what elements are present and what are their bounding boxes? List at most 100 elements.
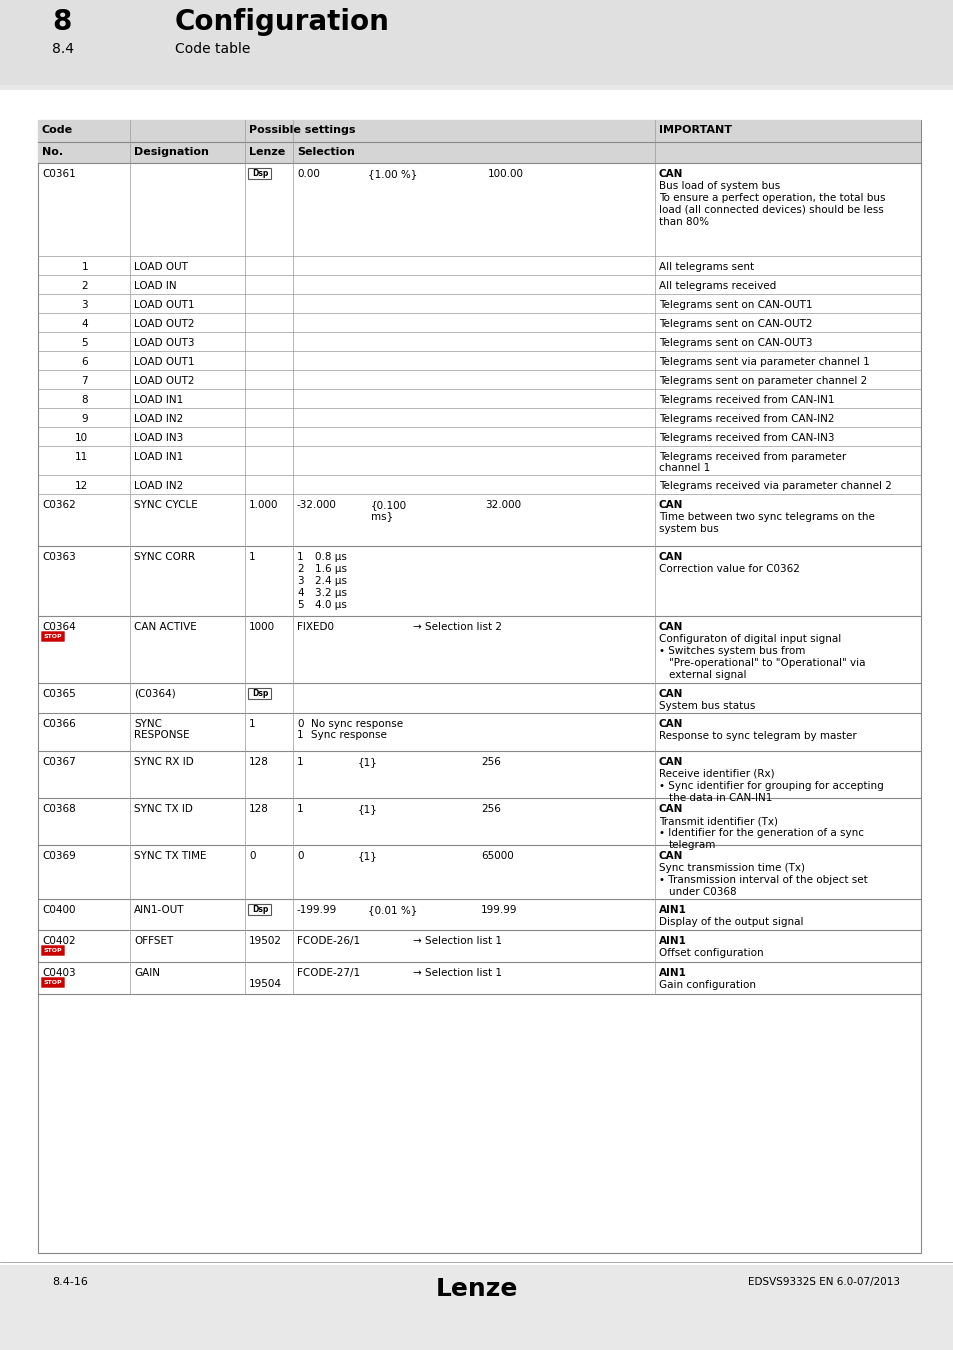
- Text: -199.99: -199.99: [296, 904, 337, 915]
- Text: {1.00 %}: {1.00 %}: [368, 169, 416, 180]
- Text: CAN: CAN: [659, 850, 682, 861]
- Text: Telegrams sent on parameter channel 2: Telegrams sent on parameter channel 2: [659, 377, 866, 386]
- Text: Telegrams sent via parameter channel 1: Telegrams sent via parameter channel 1: [659, 356, 869, 367]
- Text: 4.0 μs: 4.0 μs: [314, 599, 347, 610]
- Text: 3.2 μs: 3.2 μs: [314, 589, 347, 598]
- Text: C0366: C0366: [42, 720, 75, 729]
- Text: CAN: CAN: [659, 552, 682, 562]
- Text: 65000: 65000: [480, 850, 514, 861]
- Text: LOAD OUT2: LOAD OUT2: [133, 319, 194, 329]
- Text: STOP: STOP: [44, 634, 62, 639]
- Text: 4: 4: [81, 319, 88, 329]
- Text: Telegrams received via parameter channel 2: Telegrams received via parameter channel…: [659, 481, 891, 491]
- Text: Transmit identifier (Tx): Transmit identifier (Tx): [659, 815, 778, 826]
- Text: CAN: CAN: [659, 688, 682, 699]
- Text: FCODE-27/1: FCODE-27/1: [296, 968, 359, 977]
- Text: the data in CAN-IN1: the data in CAN-IN1: [668, 792, 772, 803]
- Text: Correction value for C0362: Correction value for C0362: [659, 564, 799, 574]
- FancyBboxPatch shape: [42, 977, 65, 987]
- Text: load (all connected devices) should be less: load (all connected devices) should be l…: [659, 205, 882, 215]
- Text: {1}: {1}: [357, 757, 377, 767]
- Text: FCODE-26/1: FCODE-26/1: [296, 936, 359, 946]
- Text: 5: 5: [81, 338, 88, 348]
- Text: 128: 128: [249, 805, 269, 814]
- Text: 11: 11: [74, 452, 88, 462]
- Text: 100.00: 100.00: [488, 169, 523, 180]
- Text: Lenze: Lenze: [436, 1277, 517, 1301]
- Text: Dsp: Dsp: [252, 906, 268, 914]
- Text: C0403: C0403: [42, 968, 75, 977]
- Text: AIN1: AIN1: [659, 936, 686, 946]
- Text: 4: 4: [296, 589, 303, 598]
- Text: CAN: CAN: [659, 757, 682, 767]
- Text: LOAD IN1: LOAD IN1: [133, 452, 183, 462]
- Text: Code table: Code table: [174, 42, 250, 55]
- Text: CAN: CAN: [659, 169, 682, 180]
- Text: • Identifier for the generation of a sync: • Identifier for the generation of a syn…: [659, 828, 863, 838]
- Text: GAIN: GAIN: [133, 968, 160, 977]
- Text: 1000: 1000: [249, 622, 274, 632]
- Text: No.: No.: [42, 147, 63, 157]
- Text: STOP: STOP: [44, 948, 62, 953]
- Text: → Selection list 1: → Selection list 1: [413, 968, 501, 977]
- Bar: [0, 0, 953, 85]
- Text: -32.000: -32.000: [296, 500, 336, 510]
- Text: 6: 6: [81, 356, 88, 367]
- Text: 1: 1: [296, 805, 303, 814]
- Text: SYNC CORR: SYNC CORR: [133, 552, 195, 562]
- Text: 12: 12: [74, 481, 88, 491]
- Text: Configuration: Configuration: [174, 8, 390, 36]
- Text: Selection: Selection: [296, 147, 355, 157]
- Text: LOAD IN2: LOAD IN2: [133, 414, 183, 424]
- Text: C0364: C0364: [42, 622, 75, 632]
- Text: CAN ACTIVE: CAN ACTIVE: [133, 622, 196, 632]
- Text: LOAD IN: LOAD IN: [133, 281, 176, 292]
- Text: → Selection list 1: → Selection list 1: [413, 936, 501, 946]
- Text: 0.00: 0.00: [296, 169, 319, 180]
- FancyBboxPatch shape: [248, 688, 272, 699]
- Text: FIXED0: FIXED0: [296, 622, 334, 632]
- Text: 199.99: 199.99: [480, 904, 517, 915]
- Text: 128: 128: [249, 757, 269, 767]
- Text: {0.100: {0.100: [371, 500, 407, 510]
- Text: No sync response: No sync response: [311, 720, 403, 729]
- Text: system bus: system bus: [659, 524, 718, 535]
- Text: SYNC: SYNC: [133, 720, 162, 729]
- Text: 1.000: 1.000: [249, 500, 278, 510]
- Text: 1: 1: [81, 262, 88, 271]
- Text: • Sync identifier for grouping for accepting: • Sync identifier for grouping for accep…: [659, 782, 882, 791]
- Text: 3: 3: [81, 300, 88, 310]
- Text: AIN1-OUT: AIN1-OUT: [133, 904, 184, 915]
- Text: STOP: STOP: [44, 980, 62, 986]
- Text: System bus status: System bus status: [659, 701, 755, 711]
- Text: "Pre-operational" to "Operational" via: "Pre-operational" to "Operational" via: [668, 657, 864, 668]
- Text: C0400: C0400: [42, 904, 75, 915]
- Text: Code: Code: [42, 126, 73, 135]
- Text: IMPORTANT: IMPORTANT: [659, 126, 731, 135]
- Text: Designation: Designation: [133, 147, 209, 157]
- Bar: [0, 90, 953, 1265]
- Text: CAN: CAN: [659, 720, 682, 729]
- Text: C0363: C0363: [42, 552, 75, 562]
- Text: Response to sync telegram by master: Response to sync telegram by master: [659, 730, 856, 741]
- FancyBboxPatch shape: [248, 904, 272, 915]
- FancyBboxPatch shape: [42, 945, 65, 956]
- Text: CAN: CAN: [659, 805, 682, 814]
- Text: Bus load of system bus: Bus load of system bus: [659, 181, 780, 190]
- Text: {1}: {1}: [357, 850, 377, 861]
- Text: C0367: C0367: [42, 757, 75, 767]
- Text: C0368: C0368: [42, 805, 75, 814]
- Text: SYNC RX ID: SYNC RX ID: [133, 757, 193, 767]
- Text: SYNC CYCLE: SYNC CYCLE: [133, 500, 197, 510]
- Text: 9: 9: [81, 414, 88, 424]
- Text: 0: 0: [296, 850, 303, 861]
- Text: LOAD OUT3: LOAD OUT3: [133, 338, 194, 348]
- Text: OFFSET: OFFSET: [133, 936, 173, 946]
- Text: Telegrams received from CAN-IN1: Telegrams received from CAN-IN1: [659, 396, 834, 405]
- Text: Dsp: Dsp: [252, 690, 268, 698]
- Bar: [38, 120, 655, 142]
- Text: 2: 2: [81, 281, 88, 292]
- FancyBboxPatch shape: [42, 632, 65, 641]
- Text: channel 1: channel 1: [659, 463, 709, 472]
- Text: 1: 1: [249, 552, 255, 562]
